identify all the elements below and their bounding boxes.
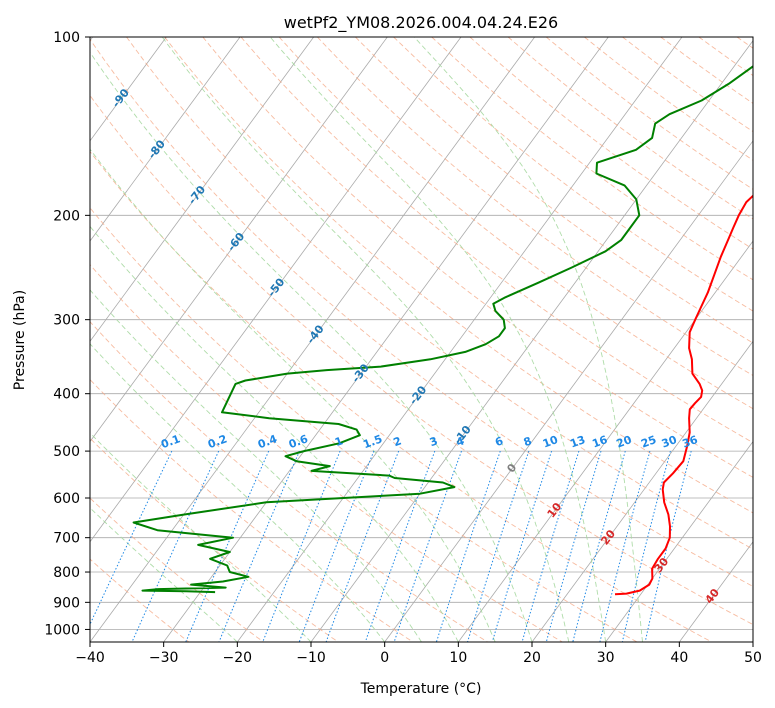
dry-adiabat-line <box>90 321 488 642</box>
x-tick-label: −20 <box>223 650 253 666</box>
mixing-ratio-line <box>185 450 270 642</box>
dry-adiabat-line <box>90 558 190 642</box>
dewpoint-profile-line <box>132 65 753 594</box>
y-tick-label: 400 <box>53 387 80 403</box>
mixing-ratio-label: 25 <box>639 433 658 450</box>
dry-adiabat-line <box>126 37 753 550</box>
isotherm-line <box>163 37 609 642</box>
dry-adiabat-line <box>90 263 563 642</box>
mixing-ratio-label: 2 <box>392 434 404 449</box>
isotherm-line <box>90 37 314 342</box>
x-tick-label: 0 <box>380 650 389 666</box>
y-axis-label: Pressure (hPa) <box>12 290 28 390</box>
moist-adiabat-line <box>90 432 312 642</box>
dry-adiabat-line <box>90 207 638 642</box>
mixing-ratio-line <box>621 450 671 642</box>
mixing-ratio-line <box>218 450 300 642</box>
mixing-ratio-label: 0.2 <box>206 432 229 451</box>
isotherm-line <box>384 140 753 642</box>
x-tick-label: −30 <box>149 650 179 666</box>
dry-adiabat-line <box>90 150 712 642</box>
temperature-profile-line <box>614 194 753 596</box>
mixing-ratio-line <box>491 450 553 642</box>
chart-title: wetPf2_YM08.2026.004.04.24.E26 <box>284 13 558 33</box>
mixing-ratio-label: 20 <box>615 433 634 451</box>
isotherm-line <box>458 240 753 642</box>
dry-adiabat-line <box>240 37 753 444</box>
mixing-ratio-label: 16 <box>590 433 609 451</box>
mixing-ratio-label: 0.4 <box>256 432 279 451</box>
mixing-ratio-label: 0.1 <box>159 432 182 451</box>
plot-frame <box>89 36 754 643</box>
dry-adiabat-line <box>393 37 753 312</box>
mixing-ratio-label: 0.6 <box>287 432 310 451</box>
moist-adiabat-line <box>269 37 607 642</box>
isotherm-line <box>90 37 167 142</box>
mixing-ratio-label: 10 <box>541 433 560 451</box>
mixing-ratio-label: 8 <box>522 434 534 449</box>
mixing-ratio-label: 30 <box>660 433 679 451</box>
moist-adiabat-line <box>90 289 422 642</box>
dry-adiabat-line <box>278 37 753 410</box>
x-tick-label: −40 <box>75 650 105 666</box>
axes: −40 −30 −20 −10 0 10 20 30 40 5010020030040050060… <box>44 30 762 666</box>
y-tick-label: 800 <box>53 565 80 581</box>
y-tick-label: 900 <box>53 595 80 611</box>
y-tick-label: 100 <box>53 30 80 46</box>
mixing-ratio-line <box>467 450 530 642</box>
dry-adiabat-line <box>355 37 753 344</box>
mixing-ratio-line <box>325 450 400 642</box>
y-tick-label: 200 <box>53 208 80 224</box>
dry-adiabat-line <box>90 94 753 626</box>
x-tick-label: 10 <box>449 650 467 666</box>
x-tick-label: 20 <box>523 650 541 666</box>
mixing-ratio-line <box>435 450 501 642</box>
mixing-ratio-line <box>298 450 375 642</box>
isotherm-line <box>90 37 535 642</box>
mixing-ratio-line <box>599 450 651 642</box>
moist-adiabat-line <box>161 37 570 642</box>
mixing-ratio-label: 36 <box>681 433 700 451</box>
y-tick-label: 500 <box>53 444 80 460</box>
mixing-ratio-label: 1 <box>333 434 345 449</box>
mixing-ratio-label: 1.5 <box>361 432 384 451</box>
mixing-ratio-line <box>644 450 692 642</box>
y-tick-label: 600 <box>53 491 80 507</box>
moist-adiabat-line <box>90 148 496 642</box>
isotherm-line <box>90 37 388 443</box>
y-tick-label: 1000 <box>44 622 80 638</box>
moist-adiabat-line <box>413 37 643 642</box>
isotherm-line <box>531 340 753 642</box>
dry-adiabat-line <box>90 497 264 642</box>
x-axis-label: Temperature (°C) <box>360 681 482 697</box>
isotherm-line <box>237 37 683 642</box>
plot-area <box>90 37 753 642</box>
mixing-ratio-label: 6 <box>493 434 505 449</box>
mixing-ratio-label: 4 <box>454 434 466 449</box>
dry-adiabat-line <box>90 378 414 642</box>
isotherm-line <box>605 440 753 642</box>
y-tick-label: 300 <box>53 313 80 329</box>
mixing-ratio-line <box>262 450 341 642</box>
x-tick-label: 30 <box>597 650 615 666</box>
moist-adiabat-line <box>90 51 533 642</box>
moist-adiabat-line <box>90 225 459 642</box>
x-tick-label: −10 <box>296 650 326 666</box>
dry-adiabat-line <box>90 38 753 587</box>
y-tick-label: 700 <box>53 531 80 547</box>
isotherm-line <box>90 37 241 242</box>
mixing-ratio-label: 3 <box>428 434 440 449</box>
mixing-ratio-line <box>393 450 462 642</box>
dry-adiabat-line <box>316 37 753 377</box>
x-tick-label: 50 <box>744 650 762 666</box>
mixing-ratio-label: 13 <box>568 433 587 450</box>
x-tick-label: 40 <box>670 650 688 666</box>
